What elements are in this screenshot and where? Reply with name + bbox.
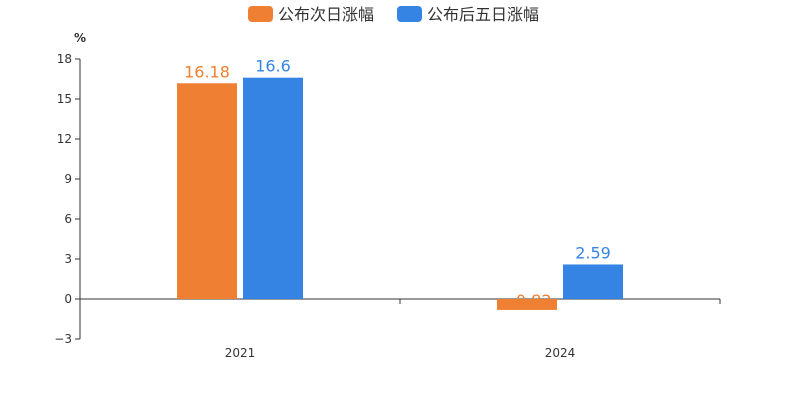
legend-label-series-2: 公布后五日涨幅 bbox=[427, 5, 539, 24]
y-tick-label: 18 bbox=[57, 52, 72, 66]
legend-swatch-series-2 bbox=[397, 6, 422, 22]
bar bbox=[177, 83, 237, 300]
legend-label-series-1: 公布次日涨幅 bbox=[278, 5, 374, 24]
legend-swatch-series-1 bbox=[248, 6, 273, 22]
bar bbox=[243, 77, 303, 300]
y-tick-label: 3 bbox=[64, 252, 72, 266]
y-tick-label: 15 bbox=[57, 92, 72, 106]
x-tick-label: 2024 bbox=[545, 346, 576, 360]
x-tick-label: 2021 bbox=[225, 346, 256, 360]
y-axis-unit-label: % bbox=[74, 31, 86, 45]
x-axis: 2021 2024 bbox=[79, 298, 721, 360]
bars bbox=[177, 77, 623, 310]
data-label: 16.6 bbox=[255, 57, 291, 76]
y-tick-label: −3 bbox=[54, 332, 72, 346]
y-axis: −3 0 3 6 9 12 15 18 bbox=[54, 52, 81, 346]
y-tick-label: 12 bbox=[57, 132, 72, 146]
bar bbox=[497, 299, 557, 310]
y-tick-label: 6 bbox=[64, 212, 72, 226]
y-tick-label: 0 bbox=[64, 292, 72, 306]
data-label: −0.82 bbox=[502, 291, 551, 310]
data-label: 16.18 bbox=[184, 62, 230, 81]
legend: 公布次日涨幅 公布后五日涨幅 bbox=[248, 5, 539, 24]
bar bbox=[563, 264, 623, 299]
y-tick-label: 9 bbox=[64, 172, 72, 186]
data-label: 2.59 bbox=[575, 243, 611, 262]
data-labels: 16.18 16.6 −0.82 2.59 bbox=[184, 57, 611, 310]
